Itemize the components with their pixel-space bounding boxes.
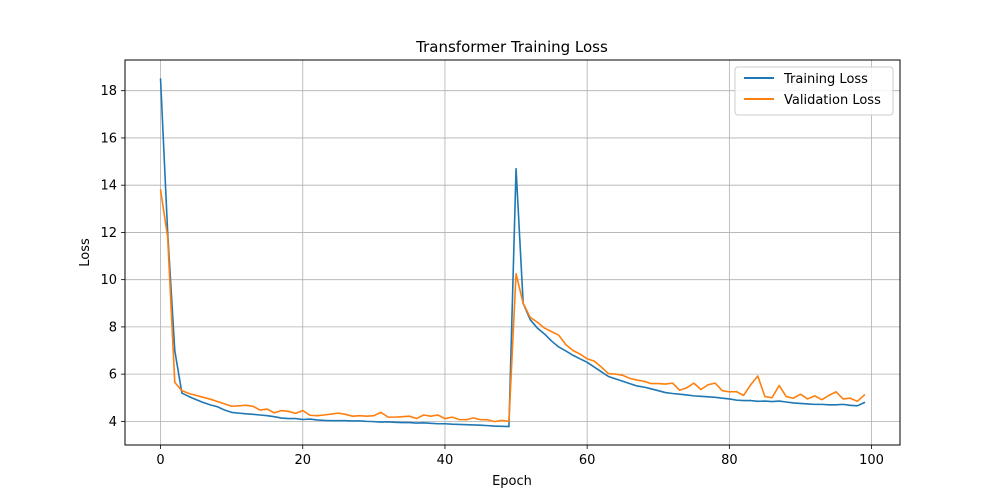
y-tick-label: 16 [100, 131, 117, 146]
x-tick-label: 20 [294, 453, 311, 468]
chart-title: Transformer Training Loss [415, 38, 608, 56]
x-tick-label: 100 [859, 453, 884, 468]
plot-frame [124, 59, 901, 446]
legend-label-validation: Validation Loss [784, 93, 881, 108]
y-tick-label: 8 [109, 320, 117, 335]
legend: Training Loss Validation Loss [734, 66, 894, 116]
y-tick-label: 4 [109, 415, 117, 430]
y-tick-label: 10 [100, 273, 117, 288]
y-tick-label: 14 [100, 179, 117, 194]
series-line-validation-loss [159, 189, 866, 423]
y-tick-label: 18 [100, 84, 117, 99]
axis-ticks: 0 20 40 60 80 100 4 6 8 10 12 14 16 18 [100, 84, 884, 468]
legend-label-training: Training Loss [783, 72, 868, 87]
x-tick-label: 60 [579, 453, 596, 468]
series-layer [159, 78, 866, 428]
x-tick-label: 40 [437, 453, 454, 468]
series-line-training-loss [159, 78, 866, 428]
x-tick-label: 80 [721, 453, 738, 468]
x-axis-label: Epoch [492, 474, 532, 489]
y-tick-label: 12 [100, 226, 117, 241]
legend-box [734, 66, 894, 116]
x-tick-label: 0 [156, 453, 164, 468]
y-tick-label: 6 [109, 368, 117, 383]
y-axis-label: Loss [78, 238, 93, 267]
